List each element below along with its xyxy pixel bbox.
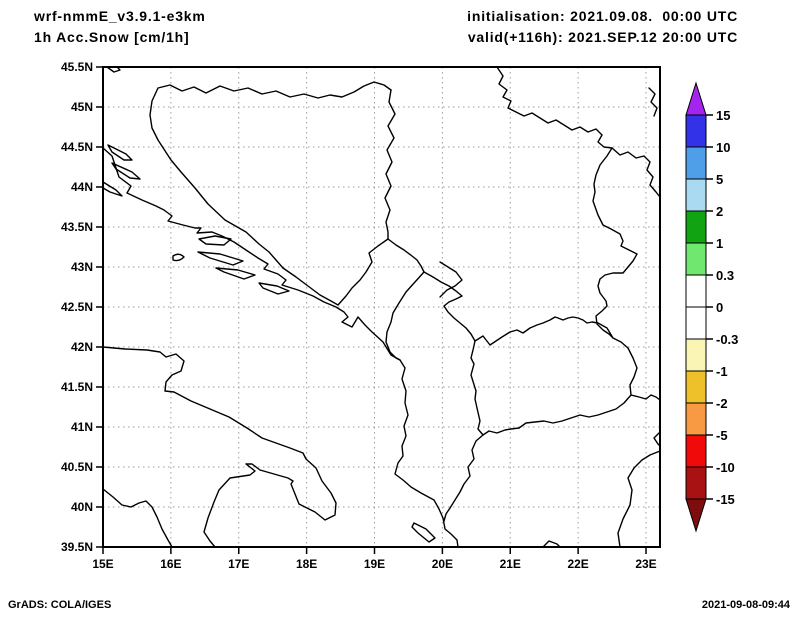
colorbar-segment (685, 178, 707, 212)
lat-tick-label: 40.5N (61, 460, 93, 474)
lat-tick-label: 44N (71, 180, 93, 194)
greece-coastline (617, 450, 661, 548)
lon-tick-label: 15E (92, 557, 113, 571)
colorbar-tick-label: 5 (716, 172, 723, 187)
lat-tick-label: 43N (71, 260, 93, 274)
valid-time: valid(+116h): 2021.SEP.12 20:00 UTC (467, 29, 738, 45)
colorbar-arrow-bottom (685, 498, 707, 533)
colorbar-tick-label: 2 (716, 204, 723, 219)
grid-lines (103, 67, 660, 547)
lat-tick-label: 41N (71, 420, 93, 434)
bosnia-south-border (282, 238, 389, 306)
colorbar-tick-label: 0.3 (716, 268, 734, 283)
colorbar-segment (685, 146, 707, 180)
colorbar-tick-label: -10 (716, 460, 735, 475)
lon-tick-label: 20E (432, 557, 453, 571)
initialisation-time: initialisation: 2021.09.08. 00:00 UTC (467, 8, 738, 24)
colorbar-segment (685, 114, 707, 148)
coast-fragment (542, 540, 561, 548)
colorbar-segment (685, 306, 707, 340)
colorbar-tick-label: -0.3 (716, 332, 738, 347)
colorbar-tick-label: -2 (716, 396, 728, 411)
kosovo-albania-border (423, 271, 476, 342)
italy-tyrrhenian-coastline (102, 488, 173, 548)
lat-tick-label: 42N (71, 340, 93, 354)
island-outline (258, 282, 290, 295)
island-outline (172, 253, 185, 262)
colorbar-segment (685, 274, 707, 308)
colorbar-tick-label: -15 (716, 492, 735, 507)
border-fragment (106, 66, 121, 73)
island-outline (107, 144, 133, 161)
axes-frame-and-ticks (102, 66, 661, 548)
montenegro-serbia-border (387, 238, 425, 273)
montenegro-albania-border (385, 271, 425, 361)
lon-tick-label: 17E (228, 557, 249, 571)
colorbar-segment (685, 434, 707, 468)
lon-tick-label: 21E (500, 557, 521, 571)
colorbar-tick-label: 15 (716, 108, 730, 123)
serbia-romania-border (496, 66, 613, 149)
colorbar-segment (685, 370, 707, 404)
lat-tick-label: 39.5N (61, 540, 93, 554)
lat-tick-label: 40N (71, 500, 93, 514)
lon-tick-label: 22E (567, 557, 588, 571)
colorbar-tick-label: 1 (716, 236, 723, 251)
lat-tick-label: 43.5N (61, 220, 93, 234)
italy-adriatic-coastline (102, 346, 337, 548)
lon-tick-label: 19E (364, 557, 385, 571)
colorbar-arrow-top (685, 81, 707, 116)
border-fragment (648, 87, 658, 117)
map-frame (102, 66, 661, 548)
romania-bulgaria-border (611, 147, 661, 198)
grads-credit: GrADS: COLA/IGES (8, 599, 112, 611)
lat-tick-label: 42.5N (61, 300, 93, 314)
island-outline (198, 235, 232, 246)
albania-greece-border (443, 434, 484, 522)
colorbar-tick-label: 0 (716, 300, 723, 315)
lon-tick-label: 23E (635, 557, 656, 571)
island-outline (197, 251, 244, 266)
serbia-bulgaria-border (592, 147, 638, 339)
axis-labels: 45.5N 45N 44.5N 44N 43.5N 43N 42.5N 42N 41.5N 41N… (61, 60, 657, 571)
corfu-island (411, 522, 436, 543)
island-outline (215, 267, 256, 280)
coastlines-and-borders (102, 66, 661, 548)
colorbar-tick-label: 10 (716, 140, 730, 155)
colorbar-segment (685, 466, 707, 500)
colorbar-segment (685, 338, 707, 372)
colorbar-tick-label: -1 (716, 364, 728, 379)
lon-tick-label: 16E (160, 557, 181, 571)
colorbar-tick-label: -5 (716, 428, 728, 443)
colorbar-segment (685, 402, 707, 436)
model-title: wrf-nmmE_v3.9.1-e3km (34, 8, 206, 24)
croatia-bosnia-border (149, 81, 392, 269)
bosnia-serbia-border (384, 89, 396, 240)
lon-tick-label: 18E (296, 557, 317, 571)
bulgaria-greece-border (630, 394, 661, 401)
colorbar-segment (685, 210, 707, 244)
island-outline (111, 162, 141, 180)
lat-tick-label: 41.5N (61, 380, 93, 394)
lat-tick-label: 45.5N (61, 60, 93, 74)
lat-tick-label: 44.5N (61, 140, 93, 154)
colorbar-legend: 15 10 5 2 1 0.3 0 -0.3 -1 -2 -5 -10 -15 (685, 81, 738, 533)
adriatic-coastline (102, 147, 459, 548)
lat-tick-label: 45N (71, 100, 93, 114)
island-outline (102, 181, 123, 197)
product-title: 1h Acc.Snow [cm/1h] (34, 29, 190, 45)
border-wiggle (439, 261, 463, 298)
creation-timestamp: 2021-09-08-09:44 (701, 599, 790, 611)
colorbar-segment (685, 242, 707, 276)
macedonia-border (470, 316, 638, 436)
